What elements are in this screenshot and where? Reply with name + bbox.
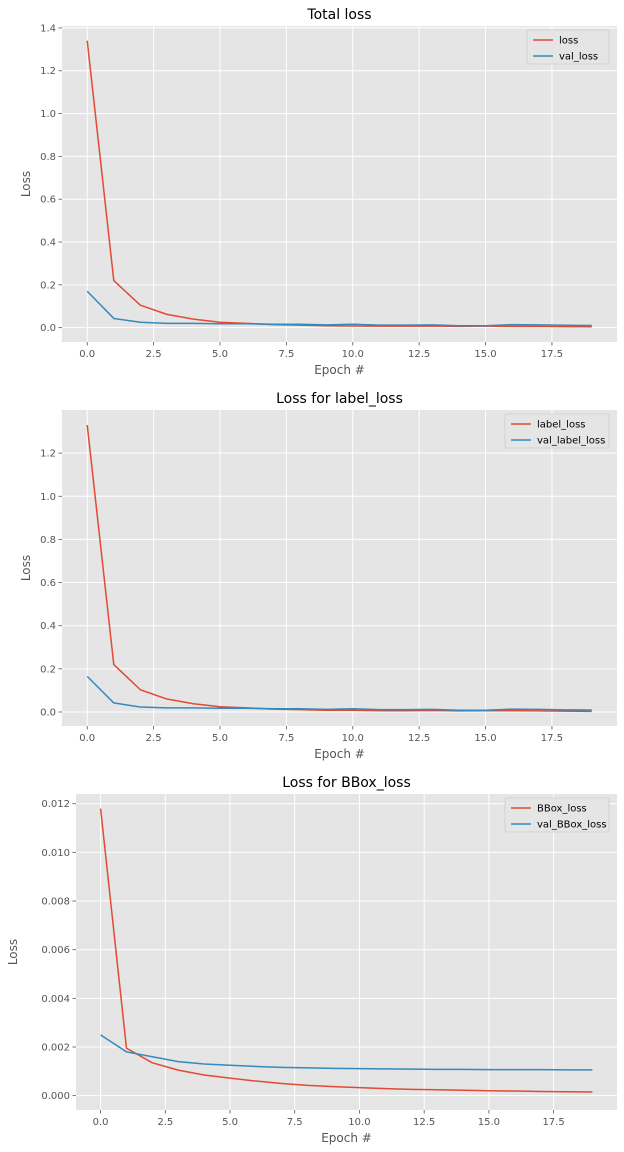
- series-line-label-loss: [86, 425, 592, 713]
- x-tick-label: 12.5: [408, 349, 430, 360]
- y-axis-label: Loss: [19, 171, 33, 197]
- x-tick-label: 7.5: [287, 1117, 303, 1128]
- x-tick-label: 15.0: [474, 349, 496, 360]
- y-tick-label: 1.0: [40, 492, 56, 503]
- x-tick-label: 2.5: [146, 733, 162, 744]
- x-tick-label: 2.5: [157, 1117, 173, 1128]
- y-tick-label: 0.002: [41, 1042, 70, 1053]
- y-tick-label: 0.8: [40, 535, 56, 546]
- x-tick-label: 7.5: [278, 349, 294, 360]
- y-tick-label: 0.000: [41, 1091, 70, 1102]
- y-axis-label: Loss: [19, 555, 33, 581]
- legend-label: val_BBox_loss: [537, 820, 607, 831]
- x-tick-label: 15.0: [474, 733, 496, 744]
- x-tick-label: 17.5: [542, 1117, 564, 1128]
- y-tick-label: 0.006: [41, 945, 70, 956]
- x-tick-label: 0.0: [93, 1117, 109, 1128]
- x-tick-label: 15.0: [478, 1117, 500, 1128]
- y-axis-label: Loss: [6, 939, 20, 965]
- x-tick-label: 5.0: [212, 733, 228, 744]
- y-tick-label: 1.2: [40, 66, 56, 77]
- y-tick-label: 0.6: [40, 578, 56, 589]
- x-tick-label: 5.0: [212, 349, 228, 360]
- y-tick-label: 0.4: [40, 621, 56, 632]
- x-tick-label: 12.5: [413, 1117, 435, 1128]
- x-tick-label: 10.0: [342, 733, 364, 744]
- x-axis-label: Epoch #: [314, 747, 365, 761]
- y-tick-label: 0.004: [41, 994, 70, 1005]
- chart-title: Loss for label_loss: [276, 391, 403, 407]
- x-tick-label: 17.5: [541, 733, 563, 744]
- legend-label: loss: [559, 36, 578, 47]
- subplot-3: 0.0 2.5 5.0 7.5 10.0 12.5 15.0 17.5 0.000 0.002 0.…: [6, 775, 617, 1145]
- y-tick-label: 1.2: [40, 449, 56, 460]
- plot-area: [76, 794, 617, 1110]
- x-tick-label: 10.0: [348, 1117, 370, 1128]
- series-line-loss: [86, 40, 592, 328]
- y-tick-label: 1.0: [40, 109, 56, 120]
- legend: BBox_loss val_BBox_loss: [504, 797, 610, 833]
- legend-label: label_loss: [537, 420, 586, 431]
- y-tick-label: 0.6: [40, 195, 56, 206]
- y-tick-label: 1.4: [40, 23, 56, 34]
- x-axis-label: Epoch #: [314, 363, 365, 377]
- legend: label_loss val_label_loss: [504, 413, 610, 449]
- chart-title: Loss for BBox_loss: [282, 775, 411, 791]
- legend-label: BBox_loss: [537, 804, 587, 815]
- x-tick-label: 7.5: [278, 733, 294, 744]
- x-axis-label: Epoch #: [321, 1131, 372, 1145]
- y-tick-label: 0.8: [40, 152, 56, 163]
- y-tick-label: 0.0: [40, 707, 56, 718]
- y-tick-label: 0.2: [40, 280, 56, 291]
- y-tick-label: 0.010: [41, 848, 70, 859]
- plot-area: [62, 26, 617, 342]
- x-tick-label: 17.5: [541, 349, 563, 360]
- legend: loss val_loss: [526, 29, 610, 65]
- series-line-val-BBox-loss: [100, 1034, 593, 1071]
- chart-title: Total loss: [306, 7, 371, 23]
- x-tick-label: 0.0: [79, 349, 95, 360]
- plot-area: [62, 410, 617, 726]
- series-line-val-label-loss: [86, 675, 592, 711]
- x-tick-label: 0.0: [79, 733, 95, 744]
- y-tick-label: 0.012: [41, 799, 70, 810]
- legend-label: val_label_loss: [537, 436, 605, 447]
- y-tick-label: 0.2: [40, 664, 56, 675]
- y-tick-label: 0.4: [40, 238, 56, 249]
- x-tick-label: 5.0: [222, 1117, 238, 1128]
- subplot-2: 0.0 2.5 5.0 7.5 10.0 12.5 15.0 17.5 0.0 0.2 0.4 0.6…: [19, 391, 617, 761]
- x-tick-label: 12.5: [408, 733, 430, 744]
- subplot-1: 0.0 2.5 5.0 7.5 10.0 12.5 15.0 17.5 0.0 0.2 0.4 0.6…: [19, 7, 617, 377]
- x-tick-label: 10.0: [342, 349, 364, 360]
- legend-label: val_loss: [559, 52, 598, 63]
- y-tick-label: 0.0: [40, 323, 56, 334]
- series-line-BBox-loss: [99, 808, 593, 1093]
- x-tick-label: 2.5: [146, 349, 162, 360]
- y-tick-label: 0.008: [41, 897, 70, 908]
- series-line-val-loss: [86, 290, 592, 327]
